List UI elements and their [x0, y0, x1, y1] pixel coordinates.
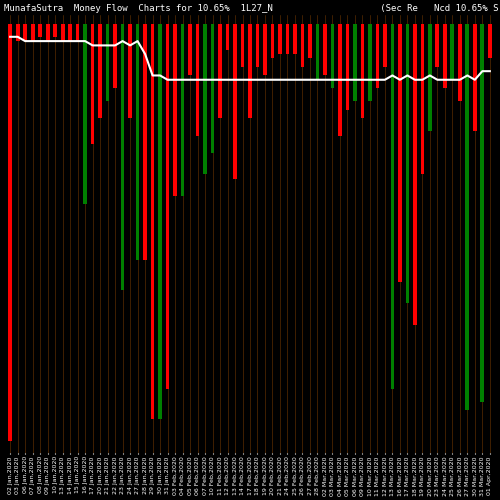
Bar: [473, 24, 476, 132]
Bar: [353, 24, 357, 101]
Bar: [450, 24, 454, 80]
Bar: [368, 24, 372, 101]
Text: MunafaSutra  Money Flow  Charts for 10.65%  1L27_N                    (Sec Re   : MunafaSutra Money Flow Charts for 10.65%…: [4, 4, 500, 13]
Bar: [240, 24, 244, 67]
Bar: [270, 24, 274, 58]
Bar: [98, 24, 102, 118]
Bar: [83, 24, 87, 204]
Bar: [158, 24, 162, 419]
Bar: [90, 24, 94, 144]
Bar: [106, 24, 110, 101]
Bar: [390, 24, 394, 389]
Bar: [218, 24, 222, 118]
Bar: [8, 24, 12, 440]
Bar: [203, 24, 207, 174]
Bar: [16, 24, 20, 41]
Bar: [428, 24, 432, 132]
Bar: [263, 24, 267, 76]
Bar: [210, 24, 214, 153]
Bar: [120, 24, 124, 290]
Bar: [31, 24, 34, 41]
Bar: [458, 24, 462, 101]
Bar: [256, 24, 260, 67]
Bar: [300, 24, 304, 67]
Bar: [54, 24, 57, 37]
Bar: [338, 24, 342, 136]
Bar: [143, 24, 147, 260]
Bar: [46, 24, 50, 41]
Bar: [24, 24, 27, 41]
Bar: [413, 24, 417, 324]
Bar: [346, 24, 350, 110]
Bar: [330, 24, 334, 88]
Bar: [488, 24, 492, 58]
Bar: [226, 24, 230, 50]
Bar: [248, 24, 252, 118]
Bar: [61, 24, 64, 41]
Bar: [308, 24, 312, 58]
Bar: [233, 24, 237, 178]
Bar: [188, 24, 192, 76]
Bar: [180, 24, 184, 196]
Bar: [323, 24, 327, 76]
Bar: [360, 24, 364, 118]
Bar: [173, 24, 177, 196]
Bar: [196, 24, 200, 136]
Bar: [398, 24, 402, 281]
Bar: [76, 24, 80, 41]
Bar: [316, 24, 320, 80]
Bar: [383, 24, 387, 67]
Bar: [166, 24, 170, 389]
Bar: [436, 24, 439, 67]
Bar: [136, 24, 140, 260]
Bar: [420, 24, 424, 174]
Bar: [113, 24, 117, 88]
Bar: [293, 24, 297, 54]
Bar: [466, 24, 469, 410]
Bar: [376, 24, 380, 88]
Bar: [38, 24, 42, 37]
Bar: [150, 24, 154, 419]
Bar: [128, 24, 132, 118]
Bar: [68, 24, 72, 41]
Bar: [406, 24, 409, 303]
Bar: [443, 24, 446, 88]
Bar: [480, 24, 484, 402]
Bar: [278, 24, 282, 54]
Bar: [286, 24, 290, 54]
